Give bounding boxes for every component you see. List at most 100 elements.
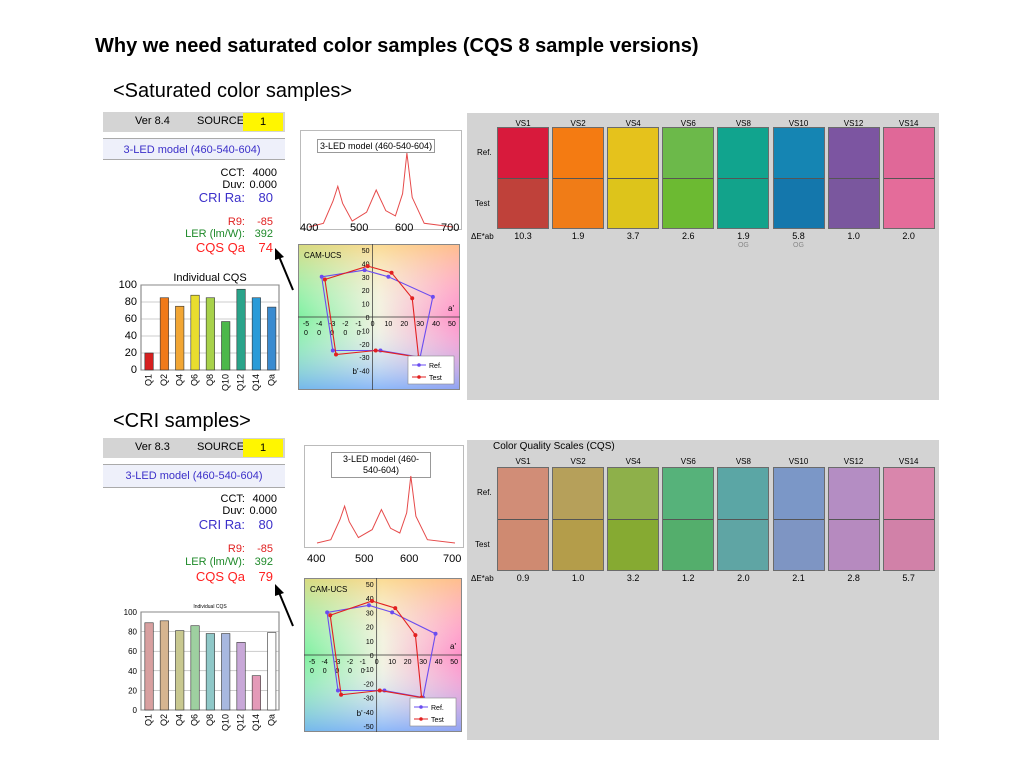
test-patch — [498, 520, 548, 570]
x-tick-label: Q10 — [220, 374, 230, 391]
ref-patch — [883, 468, 934, 520]
source-label: SOURCE — [197, 441, 245, 453]
ref-row-label: Ref. — [477, 147, 492, 157]
cam-y-tick: -30 — [364, 696, 374, 703]
bar-chart-title: Individual CQS — [193, 604, 227, 610]
version-label: Ver 8.3 — [135, 441, 170, 453]
sample-label: VS8 — [735, 457, 751, 466]
duv-label: Duv: — [222, 179, 245, 191]
patch-column-vs1 — [497, 127, 549, 229]
sample-label: VS10 — [788, 457, 809, 466]
cam-y-tick: 10 — [366, 639, 374, 646]
spectrum-tick: 500 — [350, 222, 369, 234]
delta-e-value: 2.8 — [847, 573, 860, 583]
cam-point — [322, 277, 327, 282]
spectrum-box-cri: 3-LED model (460-540-604) — [304, 445, 464, 548]
cam-x-tick-continued: 0 — [361, 668, 365, 675]
ref-patch — [663, 128, 714, 179]
delta-e-value: 10.3 — [514, 231, 532, 241]
cam-y-tick: 10 — [362, 302, 370, 309]
cam-point — [393, 606, 398, 611]
legend-ref-label: Ref. — [429, 363, 442, 370]
cam-x-tick: -1 — [360, 659, 366, 666]
test-patch — [883, 179, 934, 228]
ref-patch — [608, 468, 659, 520]
section-label-cri: <CRI samples> — [113, 410, 251, 432]
sample-label: VS6 — [680, 457, 696, 466]
y-tick-label: 60 — [125, 313, 137, 325]
y-tick-label: 40 — [128, 667, 137, 676]
cam-x-tick-continued: 0 — [310, 668, 314, 675]
duv-value: 0.000 — [249, 505, 277, 517]
sample-label: VS14 — [898, 457, 919, 466]
source-label: SOURCE — [197, 115, 245, 127]
cam-title: CAM-UCS — [304, 251, 341, 260]
cam-x-tick: -4 — [322, 659, 328, 666]
sample-label: VS6 — [680, 119, 696, 128]
test-patch — [498, 179, 548, 228]
ref-patch — [498, 128, 548, 179]
patch-column-vs8 — [717, 467, 770, 571]
model-title: 3-LED model (460-540-604) — [103, 138, 285, 160]
ref-patch — [773, 468, 824, 520]
cam-point — [430, 294, 435, 299]
patch-column-vs6 — [662, 467, 715, 571]
ref-patch — [773, 128, 824, 179]
sample-label: VS2 — [570, 119, 586, 128]
bar-chart-cri: Individual CQS 100 80 60 40 20 0 Q1 Q2 Q4 Q6 Q8 Q10 Q… — [124, 604, 280, 731]
patch-column-vs2 — [552, 467, 605, 571]
delta-e-label: ΔE*ab — [471, 232, 494, 241]
patch-column-vs10 — [772, 127, 825, 229]
bar-q4 — [175, 630, 185, 711]
patch-column-vs2 — [552, 127, 605, 229]
y-tick-label: 40 — [125, 330, 137, 342]
cam-x-tick-continued: 0 — [323, 668, 327, 675]
cct-value: 4000 — [252, 493, 277, 505]
sample-label: VS12 — [843, 457, 864, 466]
bar-qa — [267, 306, 277, 371]
bar-q2 — [159, 620, 169, 711]
cam-y-tick: -50 — [364, 724, 374, 731]
cam-x-tick-continued: 0 — [330, 330, 334, 337]
y-tick-label: 20 — [128, 686, 137, 695]
cam-y-tick: 0 — [370, 653, 374, 660]
cam-y-tick: 50 — [362, 248, 370, 255]
cam-x-tick: -2 — [342, 321, 348, 328]
source-value-box[interactable]: 1 — [243, 113, 283, 131]
delta-e-value: 5.7 — [902, 573, 915, 583]
test-patch — [608, 520, 659, 570]
x-tick-label: Q6 — [190, 714, 200, 726]
ler-label: LER (lm/W): — [185, 228, 245, 240]
y-tick-label: 60 — [128, 647, 137, 656]
sample-label: VS10 — [788, 119, 809, 128]
cqs-patch-panel-saturated: VS1 10.3 VS2 1.9 VS4 3.7 VS6 2.6 VS8 1.9 OG VS10 5.8… — [467, 113, 939, 400]
cam-y-tick: 0 — [366, 315, 370, 322]
y-tick-label: 100 — [124, 608, 138, 617]
duv-label: Duv: — [222, 505, 245, 517]
y-tick-label: 100 — [119, 279, 137, 291]
source-value-box[interactable]: 1 — [243, 439, 283, 457]
spectrum-box-saturated: 3-LED model (460-540-604) — [300, 130, 462, 230]
spectrum-chart — [316, 475, 456, 544]
test-patch — [663, 520, 714, 570]
cam-point — [389, 270, 394, 275]
cam-x-tick: -5 — [303, 321, 309, 328]
cam-x-tick: -5 — [309, 659, 315, 666]
test-patch — [608, 179, 659, 228]
x-tick-label: Q4 — [174, 714, 184, 726]
sample-label: VS12 — [843, 119, 864, 128]
test-patch — [773, 520, 824, 570]
ref-patch — [828, 128, 879, 179]
test-patch — [773, 179, 824, 228]
cam-x-tick: -4 — [316, 321, 322, 328]
delta-e-value: 3.7 — [626, 231, 640, 241]
cct-label: CCT: — [220, 167, 245, 179]
spectrum-tick: 400 — [300, 222, 319, 234]
cqs-title: Color Quality Scales (CQS) — [493, 441, 615, 452]
y-tick-label: 80 — [125, 296, 137, 308]
patch-column-vs4 — [607, 127, 660, 229]
cam-title: CAM-UCS — [310, 585, 347, 594]
x-tick-label: Q1 — [144, 374, 154, 386]
cqs-value: 79 — [258, 569, 273, 584]
delta-e-label: ΔE*ab — [471, 574, 494, 583]
